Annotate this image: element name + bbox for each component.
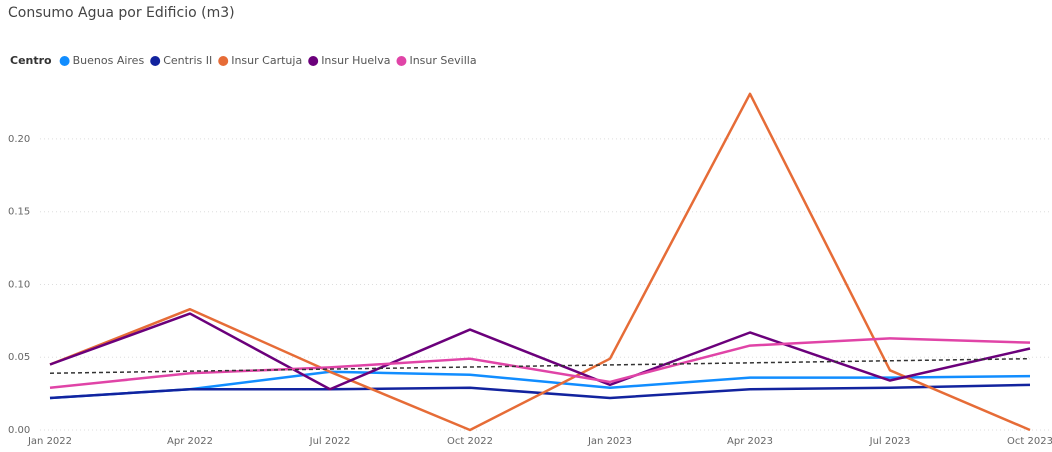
legend-label: Insur Huelva	[321, 54, 390, 67]
legend-title: Centro	[10, 54, 52, 67]
legend-label: Insur Cartuja	[231, 54, 302, 67]
x-tick-label: Jan 2022	[27, 436, 72, 447]
legend-label: Insur Sevilla	[409, 54, 476, 67]
x-tick-label: Apr 2023	[727, 436, 773, 447]
y-tick-label: 0.05	[8, 352, 30, 363]
x-tick-label: Oct 2022	[447, 436, 493, 447]
series-line	[49, 92, 1031, 432]
legend-marker	[218, 56, 229, 66]
y-tick-label: 0.15	[8, 207, 30, 218]
legend-label: Buenos Aires	[73, 54, 145, 67]
y-tick-label: 0.20	[8, 134, 30, 145]
legend-label: Centris II	[163, 54, 212, 67]
chart-title: Consumo Agua por Edificio (m3)	[8, 5, 235, 21]
x-tick-label: Jul 2022	[309, 436, 351, 447]
legend-marker	[396, 56, 407, 66]
x-tick-label: Jul 2023	[869, 436, 911, 447]
x-tick-label: Apr 2022	[167, 436, 213, 447]
legend-marker	[59, 56, 70, 66]
series-line	[49, 312, 1031, 391]
trend-line	[49, 357, 1031, 374]
y-tick-label: 0.10	[8, 279, 30, 290]
y-tick-label: 0.00	[8, 425, 30, 436]
series-line	[49, 383, 1031, 400]
series-line	[49, 370, 1031, 400]
legend-marker	[150, 56, 161, 66]
x-tick-label: Oct 2023	[1007, 436, 1052, 447]
x-tick-label: Jan 2023	[587, 436, 632, 447]
legend-marker	[308, 56, 319, 66]
series-line	[49, 337, 1031, 390]
